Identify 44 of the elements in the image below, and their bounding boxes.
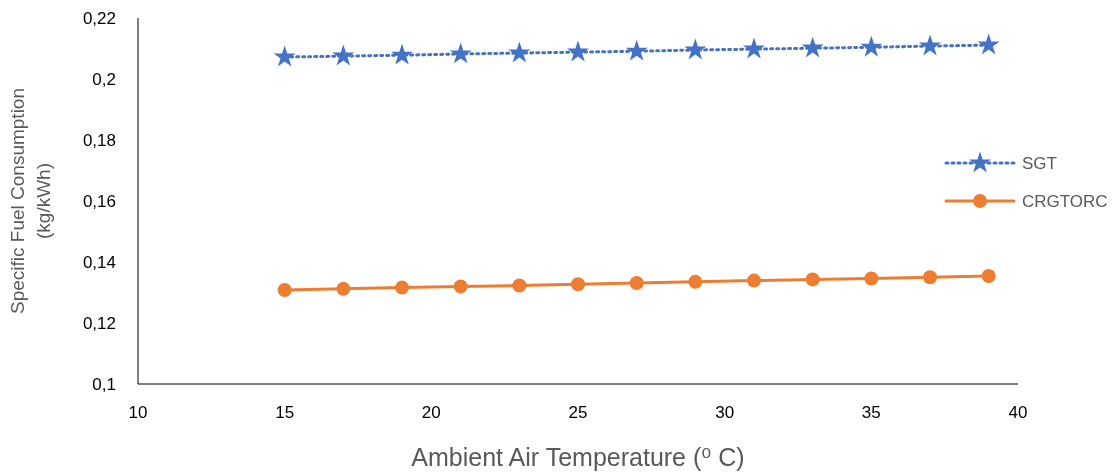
x-tick-label: 30 [715, 403, 735, 422]
x-tick-label: 20 [421, 403, 441, 422]
point [336, 281, 351, 296]
point [391, 43, 413, 65]
point [743, 37, 765, 59]
point [684, 38, 707, 60]
y-axis-title: Specific Fuel Consumption (kg/kWh) [7, 88, 54, 314]
point [395, 280, 409, 295]
point [625, 39, 648, 61]
legend-label: SGT [1022, 154, 1057, 173]
point [981, 269, 996, 284]
point [747, 273, 761, 288]
point [512, 278, 527, 293]
x-tick-label: 15 [275, 403, 295, 422]
y-tick-label: 0,2 [92, 70, 116, 89]
point [919, 34, 941, 56]
point [923, 270, 937, 285]
point [688, 274, 703, 289]
point [629, 276, 644, 291]
point [860, 35, 883, 57]
point [508, 41, 531, 63]
point [332, 44, 355, 66]
point [449, 42, 472, 64]
y-tick-label: 0,1 [92, 375, 116, 394]
y-tick-label: 0,16 [82, 192, 116, 211]
point [571, 277, 585, 292]
x-tick-label: 10 [128, 403, 148, 422]
point [801, 36, 824, 58]
point [567, 40, 589, 62]
point [864, 271, 879, 286]
x-tick-label: 40 [1008, 403, 1028, 422]
point [977, 33, 1000, 55]
x-tick-label: 25 [568, 403, 588, 422]
legend-label: CRGTORC [1022, 192, 1108, 211]
y-tick-label: 0,14 [82, 253, 116, 272]
y-tick-label: 0,18 [82, 131, 116, 150]
y-tick-label: 0,22 [82, 9, 116, 28]
point [805, 272, 820, 287]
x-tick-label: 35 [861, 403, 881, 422]
point [453, 279, 468, 294]
x-axis-title: Ambient Air Temperature (⁰ C) [411, 443, 745, 471]
y-tick-label: 0,12 [82, 314, 116, 333]
point [273, 45, 296, 67]
point [277, 283, 292, 298]
